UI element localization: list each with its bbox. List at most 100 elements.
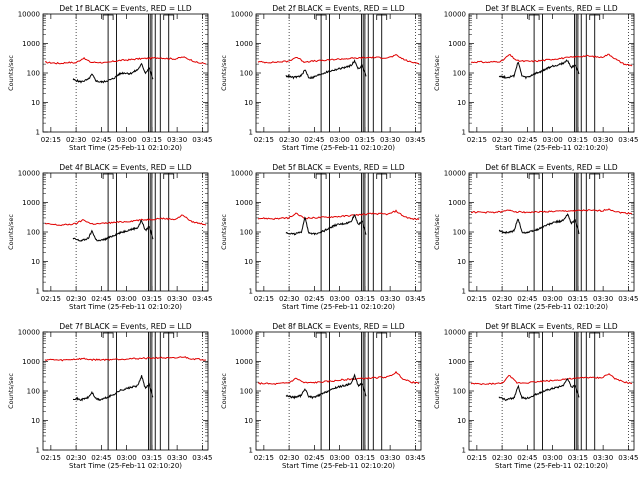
x-tick-label: 03:30	[593, 295, 613, 303]
plot-frame	[468, 13, 635, 133]
x-tick-label: 03:00	[330, 295, 350, 303]
x-tick-label: 03:30	[380, 454, 400, 462]
marker-flag	[376, 332, 388, 338]
x-tick-label: 03:45	[618, 136, 638, 144]
x-axis-label: Start Time (25-Feb-11 02:10:20)	[495, 462, 608, 470]
panel-title: Det 6f BLACK = Events, RED = LLD	[485, 163, 618, 172]
x-tick-label: 02:15	[41, 454, 61, 462]
x-tick-label: 03:00	[330, 136, 350, 144]
x-tick-label: 03:15	[355, 454, 375, 462]
x-tick-label: 02:15	[467, 136, 487, 144]
events-series-line	[72, 62, 154, 84]
x-tick-label: 02:15	[254, 136, 274, 144]
y-tick-label: 1	[249, 129, 253, 137]
events-series-line	[498, 378, 580, 402]
y-tick-label: 1000	[448, 358, 466, 366]
events-series-line	[498, 213, 580, 235]
x-tick-label: 03:30	[380, 295, 400, 303]
y-tick-label: 10000	[18, 329, 40, 337]
y-axis-label: Counts/sec	[433, 373, 441, 409]
y-tick-label: 10000	[444, 329, 466, 337]
y-tick-label: 100	[240, 388, 253, 396]
x-axis-label: Start Time (25-Feb-11 02:10:20)	[495, 144, 608, 152]
lld-series-line	[257, 370, 420, 386]
y-tick-label: 1	[462, 288, 466, 296]
x-tick-label: 03:45	[618, 454, 638, 462]
plot-frame	[468, 172, 635, 292]
x-axis-label: Start Time (25-Feb-11 02:10:20)	[69, 462, 182, 470]
lld-series-line	[257, 209, 420, 221]
x-tick-label: 02:30	[66, 295, 86, 303]
panel-2: Det 2f BLACK = Events, RED = LLD 1 10 100 10…	[220, 4, 425, 152]
y-tick-label: 10000	[231, 329, 253, 337]
marker-flag	[528, 14, 540, 20]
panel-title: Det 9f BLACK = Events, RED = LLD	[485, 322, 618, 331]
x-tick-label: 02:15	[254, 454, 274, 462]
events-series-line	[498, 59, 580, 80]
lld-series-line	[257, 54, 419, 64]
y-tick-label: 10000	[444, 11, 466, 19]
y-tick-label: 1000	[235, 358, 253, 366]
y-tick-label: 100	[453, 70, 466, 78]
marker-flag	[163, 14, 175, 20]
x-tick-label: 03:45	[192, 295, 212, 303]
x-tick-label: 03:00	[543, 136, 563, 144]
y-axis-label: Counts/sec	[220, 55, 228, 91]
y-tick-label: 10000	[18, 170, 40, 178]
y-tick-label: 10000	[231, 170, 253, 178]
x-tick-label: 03:30	[167, 136, 187, 144]
lld-series-line	[470, 208, 633, 215]
plot-frame	[42, 331, 209, 451]
plot-frame	[255, 13, 422, 133]
y-axis-label: Counts/sec	[7, 214, 15, 250]
y-tick-label: 1	[36, 288, 40, 296]
y-axis-label: Counts/sec	[220, 373, 228, 409]
y-tick-label: 10	[31, 99, 40, 107]
x-tick-label: 02:45	[304, 295, 324, 303]
x-tick-label: 03:00	[117, 136, 137, 144]
x-tick-label: 03:15	[568, 295, 588, 303]
panel-3: Det 3f BLACK = Events, RED = LLD 1 10 100 10…	[433, 4, 638, 152]
x-tick-label: 02:45	[517, 295, 537, 303]
lld-series-line	[470, 373, 633, 386]
marker-flag	[589, 332, 601, 338]
x-tick-label: 03:30	[167, 454, 187, 462]
x-tick-label: 02:30	[279, 454, 299, 462]
plot-frame	[255, 331, 422, 451]
x-tick-label: 02:15	[254, 295, 274, 303]
x-tick-label: 02:15	[467, 295, 487, 303]
x-tick-label: 02:15	[467, 454, 487, 462]
panel-title: Det 3f BLACK = Events, RED = LLD	[485, 4, 618, 13]
x-tick-label: 03:45	[618, 295, 638, 303]
x-tick-label: 02:15	[41, 295, 61, 303]
lld-series-line	[44, 356, 207, 362]
x-axis-label: Start Time (25-Feb-11 02:10:20)	[282, 303, 395, 311]
y-tick-label: 10	[244, 258, 253, 266]
y-tick-label: 10	[31, 417, 40, 425]
x-tick-label: 02:30	[492, 454, 512, 462]
x-tick-label: 02:45	[91, 136, 111, 144]
y-tick-label: 100	[240, 70, 253, 78]
y-tick-label: 10	[457, 99, 466, 107]
y-axis-label: Counts/sec	[7, 373, 15, 409]
x-tick-label: 02:30	[279, 295, 299, 303]
y-tick-label: 10000	[18, 11, 40, 19]
x-tick-label: 02:30	[66, 454, 86, 462]
y-tick-label: 1	[249, 447, 253, 455]
y-tick-label: 10	[457, 417, 466, 425]
panel-6: Det 6f BLACK = Events, RED = LLD 1 10 100 10…	[433, 163, 638, 311]
y-tick-label: 10	[244, 99, 253, 107]
x-tick-label: 03:15	[355, 295, 375, 303]
panel-9: Det 9f BLACK = Events, RED = LLD 1 10 100 10…	[433, 322, 638, 470]
marker-flag	[528, 173, 540, 179]
x-tick-label: 03:45	[405, 295, 425, 303]
marker-flag	[163, 173, 175, 179]
x-tick-label: 03:15	[142, 295, 162, 303]
events-series-line	[285, 214, 367, 236]
panel-title: Det 8f BLACK = Events, RED = LLD	[272, 322, 405, 331]
y-tick-label: 1000	[22, 40, 40, 48]
marker-flag	[315, 332, 327, 338]
x-tick-label: 03:00	[330, 454, 350, 462]
x-axis-label: Start Time (25-Feb-11 02:10:20)	[495, 303, 608, 311]
lld-series-line	[45, 56, 207, 65]
